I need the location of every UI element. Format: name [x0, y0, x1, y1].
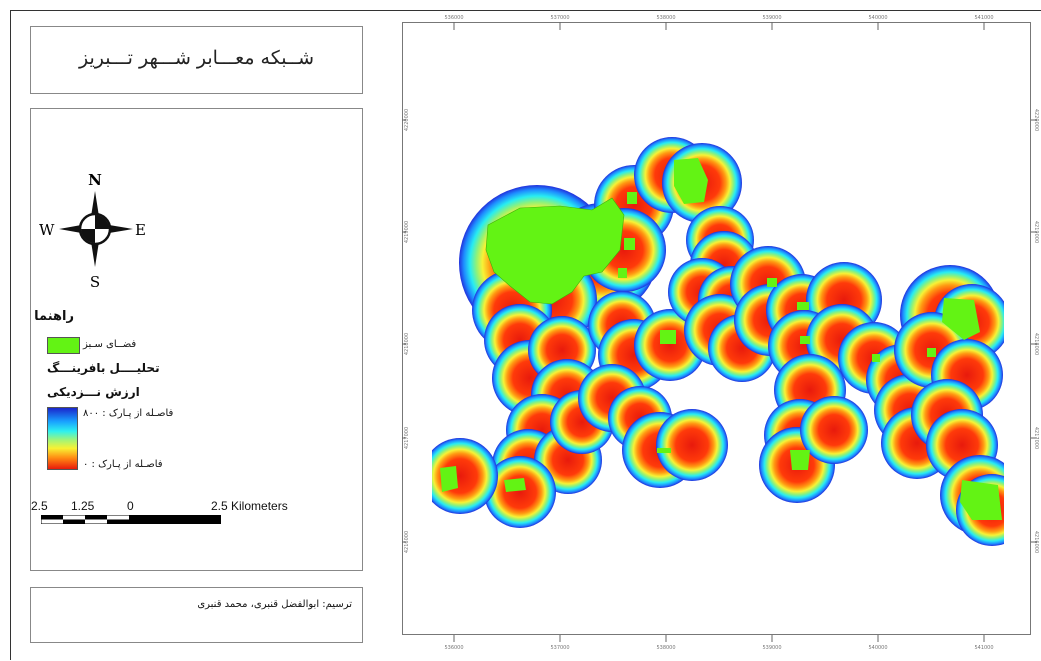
scale-bar — [41, 515, 221, 524]
buffer-layer — [432, 137, 1004, 546]
credit-panel: ترسیم: ابوالفضل قنبری، محمد قنبری — [30, 587, 363, 643]
tick-label: 4219000 — [1033, 221, 1039, 243]
buffer-analysis-title: تحلیــــل بافرینـــگ — [47, 361, 160, 375]
legend-title: راهنما — [34, 309, 74, 324]
tick-label: 541000 — [974, 645, 993, 650]
buffer-map: 536000 537000 538000 539000 540000 54100… — [402, 15, 1039, 650]
legend-panel: N S E W راهنما فضــای سـبز تحلیــــل باف… — [30, 108, 363, 571]
green-space-layer — [440, 158, 1002, 520]
tick-label: 4218000 — [404, 333, 410, 355]
north-arrow-icon: N S E W — [39, 171, 146, 289]
tick-label: 537000 — [550, 15, 569, 21]
tick-label: 539000 — [762, 15, 781, 21]
tick-label: 4220000 — [404, 109, 410, 131]
tick-label: 4216000 — [404, 531, 410, 553]
tick-label: 541000 — [974, 15, 993, 21]
tick-label: 536000 — [444, 15, 463, 21]
west-letter: W — [39, 221, 55, 239]
green-space-label: فضــای سـبز — [83, 339, 137, 350]
scale-label: 2.5 — [31, 499, 48, 513]
tick-label: 4220000 — [1033, 109, 1039, 131]
north-letter: N — [88, 171, 102, 189]
map-ticks: 536000 537000 538000 539000 540000 54100… — [402, 15, 1039, 650]
ramp-low-label: فاصـله از پـارک : ۰ — [83, 459, 163, 470]
tick-label: 538000 — [656, 15, 675, 21]
tick-label: 4217000 — [1033, 427, 1039, 449]
scale-label: 2.5 Kilometers — [211, 499, 288, 513]
map-title: شــبکه معـــابر شـــهر تـــبریز — [78, 47, 315, 69]
tick-label: 539000 — [762, 645, 781, 650]
title-panel: شــبکه معـــابر شـــهر تـــبریز — [30, 26, 363, 94]
scale-label: 1.25 — [71, 499, 95, 513]
tick-label: 538000 — [656, 645, 675, 650]
tick-label: 540000 — [868, 645, 887, 650]
proximity-title: ارزش نـــزدیکی — [47, 385, 140, 399]
tick-label: 4216000 — [1033, 531, 1039, 553]
south-letter: S — [90, 273, 100, 289]
tick-label: 536000 — [444, 645, 463, 650]
ramp-high-label: فاصـله از پـارک : ۸۰۰ — [83, 408, 174, 419]
tick-label: 537000 — [550, 645, 569, 650]
tick-label: 4219000 — [404, 221, 410, 243]
tick-label: 540000 — [868, 15, 887, 21]
page-frame — [10, 10, 1041, 660]
color-ramp — [47, 407, 78, 470]
credit-text: ترسیم: ابوالفضل قنبری، محمد قنبری — [197, 599, 352, 610]
scale-label: 0 — [127, 499, 134, 513]
green-space-swatch — [47, 337, 80, 354]
tick-label: 4217000 — [404, 427, 410, 449]
tick-label: 4218000 — [1033, 333, 1039, 355]
east-letter: E — [135, 221, 146, 239]
